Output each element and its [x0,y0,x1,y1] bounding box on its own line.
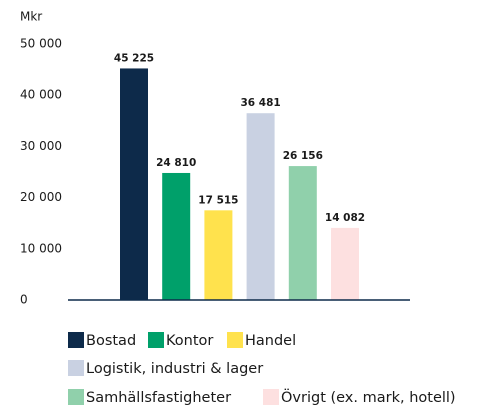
value-label: 36 481 [241,97,281,109]
y-axis-label: Mkr [20,10,42,24]
legend-swatch [68,332,84,348]
bar [120,68,148,300]
legend-swatch [263,389,279,405]
legend-label: Handel [245,333,296,349]
legend-swatch [227,332,243,348]
y-tick-label: 30 000 [20,139,62,153]
legend-label: Logistik, industri & lager [86,361,263,377]
value-label: 17 515 [198,194,238,206]
bar [204,210,233,300]
legend-label: Kontor [166,333,213,349]
value-label: 45 225 [114,52,154,64]
y-tick-label: 10 000 [20,241,62,255]
legend-swatch [68,389,84,405]
legend-swatch [148,332,164,348]
bar [288,166,317,300]
legend-swatch [68,360,84,376]
bar [331,227,359,300]
y-tick-label: 20 000 [20,190,62,204]
value-label: 26 156 [283,150,323,162]
bar [246,113,275,300]
y-tick-label: 0 [20,293,28,307]
value-label: 24 810 [156,157,196,169]
legend-label: Övrigt (ex. mark, hotell) [281,388,456,406]
bar [162,172,191,300]
y-tick-label: 40 000 [20,88,62,102]
y-tick-label: 50 000 [20,37,62,51]
legend-label: Samhällsfastigheter [86,390,231,406]
legend-label: Bostad [86,333,136,349]
value-label: 14 082 [325,212,365,224]
